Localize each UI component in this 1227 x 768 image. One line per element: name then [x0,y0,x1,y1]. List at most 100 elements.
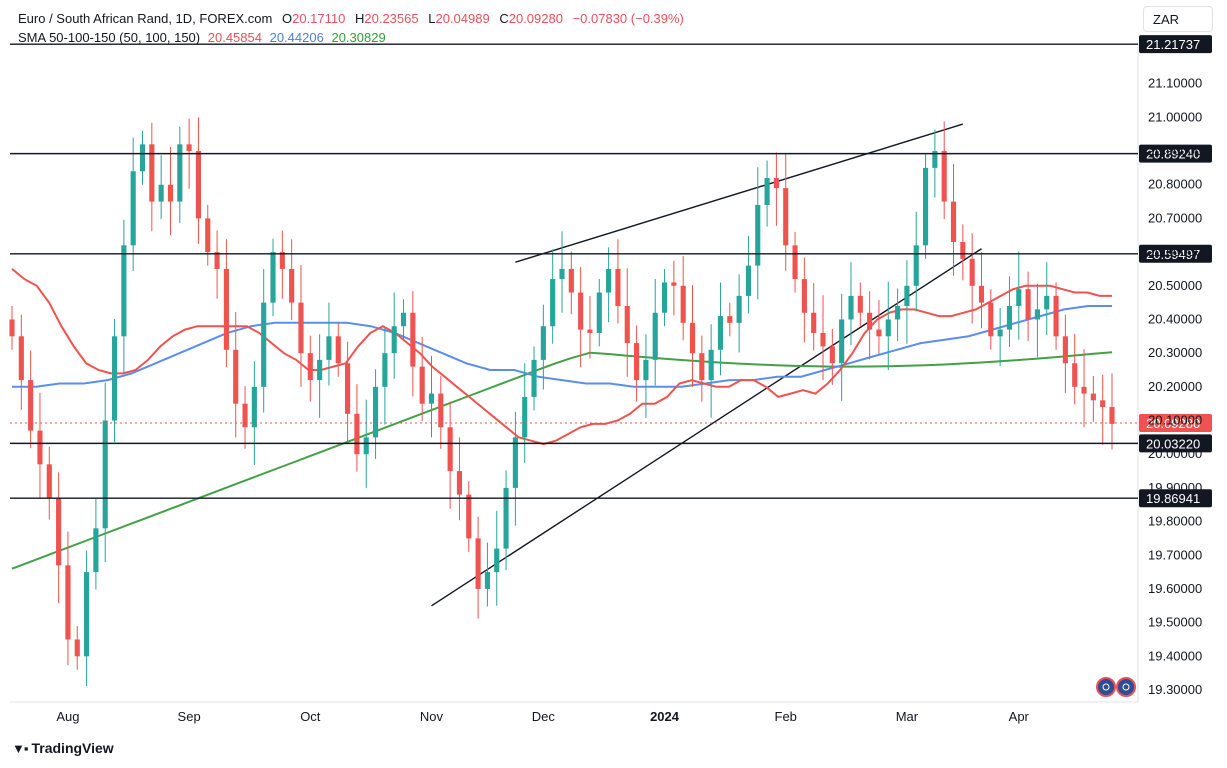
y-tick-label: 21.10000 [1148,76,1202,91]
horizontal-levels[interactable]: 21.21737 20.89240 20.59497 20.03220 19.86941… [10,35,1212,508]
candle-body [447,427,453,472]
candle-body [606,268,612,293]
globe-icon[interactable] [1096,677,1116,697]
candle-body [671,282,677,286]
candle-body [811,312,817,333]
x-tick-label: Apr [1009,709,1030,724]
globe-icon-inner [1102,683,1110,691]
candle-body [950,201,957,242]
candle-body [1006,306,1013,330]
candle-body [792,245,798,280]
candle-body [167,184,174,202]
low-value: 20.04989 [435,11,490,26]
legend-sma-row: SMA 50-100-150 (50, 100, 150) 20.45854 2… [18,30,386,45]
sma150-line [11,351,1113,570]
candle-body [382,353,388,387]
y-tick-label: 19.30000 [1148,682,1202,697]
candle-body [997,329,1003,337]
candle-body [177,144,183,202]
candle-body [820,332,826,347]
timezone-globe-icons[interactable] [1096,677,1136,697]
trendline[interactable] [515,123,964,263]
candle-body [456,471,463,495]
sma150-value: 20.30829 [331,30,386,45]
x-tick-label: Oct [300,709,321,724]
candle-body [9,319,15,337]
candle-body [717,316,724,350]
level-tag [1139,35,1212,54]
candle-body [28,380,34,431]
level-tag [1139,244,1212,263]
candle-body [839,319,845,364]
candle-body [289,268,295,303]
candle-body [615,268,621,306]
change-value: −0.07830 (−0.39%) [572,11,684,26]
high-value: 20.23565 [364,11,419,26]
y-tick-label: 20.10000 [1148,413,1202,428]
candle-body [438,393,444,428]
candle-body [354,413,360,455]
candle-body [708,349,714,381]
candle-body [46,464,52,498]
candle-body [1034,309,1040,320]
y-tick-label: 20.90000 [1148,143,1202,158]
x-tick-label: 2024 [650,709,680,724]
level-tag [1139,489,1212,508]
candle-body [195,151,202,219]
candle-body [1090,393,1096,401]
candle-body [466,494,472,539]
candle-body [969,258,975,286]
candle-body [624,306,630,344]
open-key: O [281,11,293,26]
candle-body [932,151,938,168]
candle-body [736,295,742,323]
sma50-value: 20.45854 [207,30,262,45]
candle-body [1053,295,1059,337]
candle-body [904,285,910,306]
y-tick-label: 19.50000 [1148,615,1202,630]
candle-body [233,349,239,404]
candle-body [84,572,90,657]
close-value: 20.09280 [508,11,563,26]
candle-body [186,144,192,152]
globe-icon[interactable] [1116,677,1136,697]
trendline[interactable] [431,248,982,607]
candle-body [1062,336,1068,364]
y-axis-ticks: 21.10000 21.00000 20.90000 20.80000 20.70000… [1148,76,1202,697]
y-tick-label: 20.20000 [1148,379,1202,394]
candle-body [251,386,257,428]
candle-body [270,252,276,303]
candle-body [727,316,733,323]
currency-button[interactable]: ZAR [1143,6,1213,32]
candle-body [699,353,705,381]
y-tick-label: 20.50000 [1148,278,1202,293]
candle-body [661,282,668,313]
candle-body [158,184,164,202]
candle-body [745,265,752,296]
candle-body [298,302,304,354]
moving-averages [11,268,1113,570]
candle-body [317,359,323,381]
level-tag-label: 20.03220 [1146,436,1200,451]
symbol-title: Euro / South African Rand, 1D, FOREX.com [18,11,273,26]
tradingview-mark-icon: ▼▪ [12,741,29,756]
trendlines[interactable] [431,123,982,607]
candle-body [578,292,584,330]
candle-body [242,403,248,428]
candle-body [689,322,696,354]
candle-body [1072,363,1078,387]
candle-body [783,188,789,246]
last-price-label: 20.09280 [1146,416,1200,431]
candle-body [1100,400,1106,408]
candle-body [522,396,528,438]
x-axis-ticks: Aug Sep Oct Nov Dec 2024 Feb Mar Apr [56,709,1029,724]
candle-body [111,336,118,421]
candle-body [335,336,341,364]
tradingview-logo[interactable]: ▼▪ TradingView [12,740,114,756]
y-tick-label: 21.00000 [1148,109,1202,124]
x-tick-label: Nov [420,709,444,724]
candle-body [680,285,686,323]
candle-body [652,312,658,360]
candle-body [18,336,24,381]
